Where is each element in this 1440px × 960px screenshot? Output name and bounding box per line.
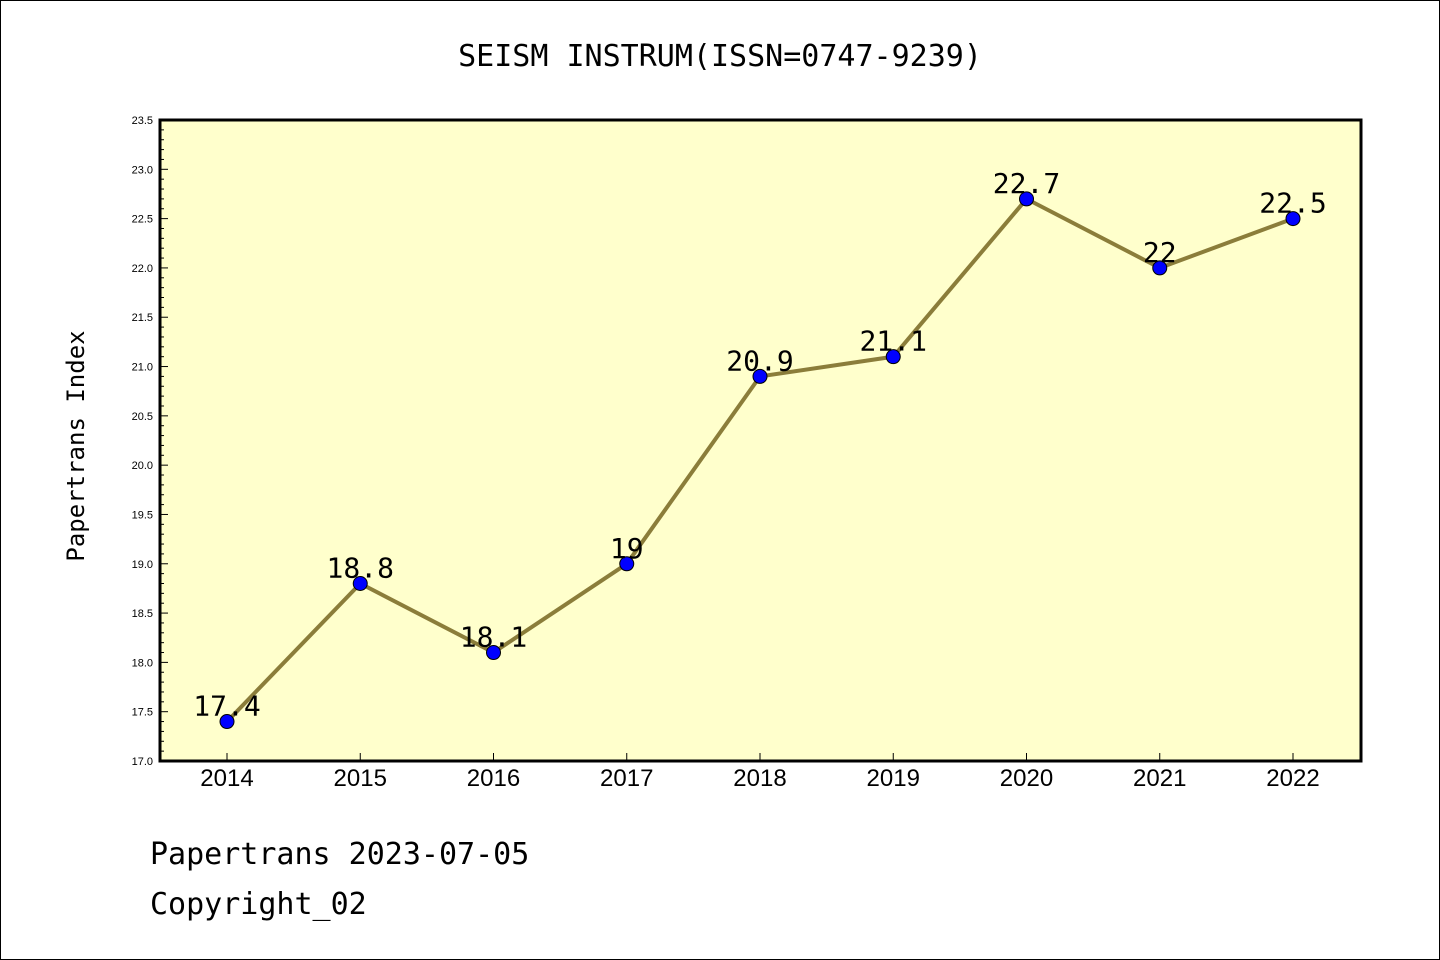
- x-tick-label: 2019: [867, 765, 920, 792]
- data-label: 18.1: [460, 621, 527, 654]
- y-tick-label: 21.0: [132, 362, 153, 374]
- data-point: [219, 714, 235, 730]
- chart-title: SEISM INSTRUM(ISSN=0747-9239): [458, 39, 982, 74]
- data-label: 19: [610, 532, 644, 565]
- data-point: [1285, 211, 1301, 227]
- data-point: [752, 368, 768, 384]
- data-label: 22.7: [993, 167, 1060, 200]
- y-tick-label: 23.0: [132, 164, 153, 176]
- data-point: [1152, 260, 1168, 276]
- x-tick-label: 2014: [200, 765, 253, 792]
- y-tick-label: 21.5: [132, 312, 153, 324]
- y-tick-label: 22.5: [132, 214, 153, 226]
- x-tick-label: 2021: [1133, 765, 1186, 792]
- footer-copyright: Copyright_02: [150, 887, 367, 922]
- data-point: [619, 556, 635, 572]
- footer-date: Papertrans 2023-07-05: [150, 837, 529, 872]
- data-label: 18.8: [327, 551, 394, 584]
- x-tick-label: 2018: [733, 765, 786, 792]
- y-tick-label: 18.5: [132, 608, 153, 620]
- data-point: [486, 645, 501, 661]
- data-point: [885, 349, 901, 365]
- x-tick-label: 2015: [334, 765, 387, 792]
- x-axis: 2014 2015 2016 2017 2018 2019 2020 2021 2022: [200, 753, 1320, 792]
- data-point: [352, 575, 368, 591]
- y-tick-label: 22.0: [132, 263, 153, 275]
- x-tick-label: 2017: [600, 765, 653, 792]
- data-labels: 17.4 18.8 18.1 19 20.9 21.1 22.7 22 22.5: [193, 167, 1326, 723]
- y-tick-label: 17.5: [132, 707, 153, 719]
- y-tick-label: 18.0: [132, 657, 153, 669]
- y-axis: 17.0 17.5 18.0 18.5 19.0 19.5 20.0 20.5 21.0 21.5…: [132, 115, 168, 768]
- series-line: [219, 191, 1301, 730]
- data-label: 21.1: [860, 325, 927, 358]
- y-tick-label: 23.5: [132, 115, 153, 127]
- plot-border: [158, 118, 1363, 763]
- x-tick-label: 2022: [1266, 765, 1319, 792]
- data-label: 17.4: [193, 690, 260, 723]
- y-tick-label: 20.0: [132, 460, 153, 472]
- data-point: [1019, 191, 1034, 207]
- data-label: 22.5: [1259, 187, 1326, 220]
- x-tick-label: 2016: [467, 765, 520, 792]
- x-tick-label: 2020: [1000, 765, 1053, 792]
- y-tick-label: 19.0: [132, 559, 153, 571]
- y-tick-label: 17.0: [132, 756, 153, 768]
- plot-area: [160, 120, 1361, 761]
- data-label: 20.9: [726, 344, 793, 377]
- y-tick-label: 20.5: [132, 411, 153, 423]
- y-tick-label: 19.5: [132, 509, 153, 521]
- y-axis-label: Papertrans Index: [62, 330, 90, 561]
- data-label: 22: [1143, 236, 1177, 269]
